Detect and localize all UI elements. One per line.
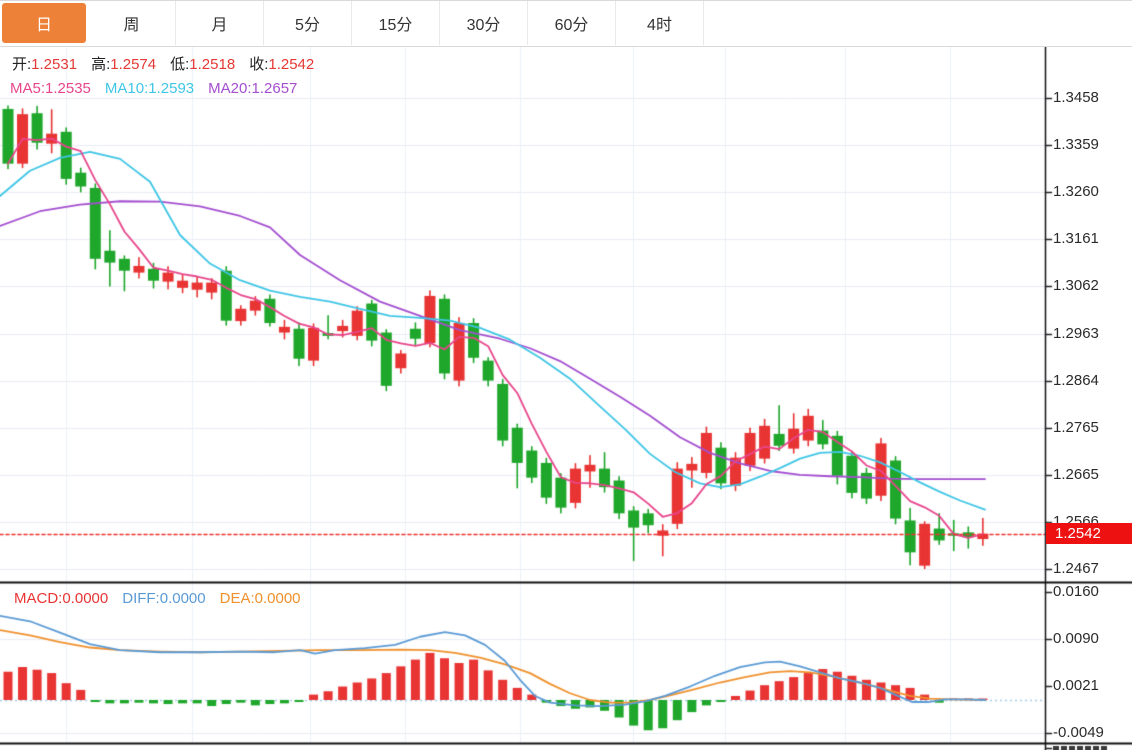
legend-label: 开: (12, 56, 32, 73)
price-tick-label: 1.2665 (1053, 466, 1099, 484)
legend-value: 0.0000 (159, 590, 206, 607)
tab-timeframe-5[interactable]: 15分 (352, 1, 440, 45)
ohlc-readout: 开:1.2531 高:1.2574 低:1.2518 收:1.2542 (12, 53, 328, 74)
price-tick-label: 1.3458 (1053, 89, 1099, 106)
legend-value: 1.2657 (251, 80, 298, 97)
tab-timeframe-7[interactable]: 60分 (528, 1, 616, 45)
tab-label: 月 (211, 17, 228, 34)
legend-value: 1.2518 (189, 56, 236, 73)
tab-timeframe-3[interactable]: 月 (176, 1, 264, 45)
legend-item: 低:1.2518 (170, 56, 235, 73)
macd-tick-label: 0.0021 (1053, 676, 1099, 694)
legend-label: 低: (170, 56, 190, 73)
price-tick-label: 1.2765 (1053, 418, 1099, 436)
macd-tick-label: 0.0090 (1053, 630, 1099, 648)
macd-readout: MACD:0.0000 DIFF:0.0000 DEA:0.0000 (14, 590, 315, 607)
tab-label: 周 (123, 17, 140, 34)
price-tick-label: 1.2963 (1053, 324, 1099, 342)
legend-label: MA10: (104, 80, 149, 97)
legend-label: DEA: (219, 590, 255, 607)
tab-label: 日 (2, 3, 86, 43)
legend-item: 高:1.2574 (91, 56, 156, 73)
legend-label: MACD: (14, 590, 63, 607)
tab-timeframe-2[interactable]: 周 (88, 1, 176, 45)
legend-value: 1.2593 (148, 80, 195, 97)
legend-item: 开:1.2531 (12, 56, 77, 73)
legend-item: MACD:0.0000 (14, 590, 108, 607)
legend-value: 0.0000 (62, 590, 109, 607)
tab-timeframe-1[interactable]: 日 (0, 1, 88, 45)
legend-label: DIFF: (122, 590, 160, 607)
tab-label: 15分 (378, 17, 413, 34)
legend-value: 1.2574 (110, 56, 157, 73)
tab-label: 60分 (554, 17, 589, 34)
legend-value: 1.2542 (268, 56, 315, 73)
macd-tick-label: -0.0049 (1053, 723, 1104, 741)
legend-value: 0.0000 (254, 590, 301, 607)
legend-label: 收: (249, 56, 269, 73)
legend-item: MA10:1.2593 (105, 80, 194, 97)
macd-tick-label: 0.0160 (1053, 583, 1099, 601)
tab-label: 5分 (295, 17, 320, 34)
price-tick-label: 1.3359 (1053, 136, 1099, 154)
price-tick-label: 1.2864 (1053, 371, 1099, 389)
tab-timeframe-4[interactable]: 5分 (264, 1, 352, 45)
timeframe-tabbar: 日 周 月 5分 15分 30分 60分 4时 (0, 1, 1132, 47)
legend-item: MA5:1.2535 (10, 80, 91, 97)
tab-label: 30分 (466, 17, 501, 34)
legend-item: DIFF:0.0000 (122, 590, 205, 607)
ma-readout: MA5:1.2535 MA10:1.2593 MA20:1.2657 (10, 80, 311, 97)
price-tick-label: 1.3062 (1053, 277, 1099, 295)
price-tick-label: 1.3161 (1053, 230, 1099, 248)
price-tick-label: 1.3260 (1053, 183, 1099, 201)
tab-timeframe-8[interactable]: 4时 (616, 1, 704, 45)
price-tick-label: 1.2467 (1053, 560, 1099, 578)
legend-value: 1.2535 (45, 80, 91, 97)
tab-timeframe-6[interactable]: 30分 (440, 1, 528, 45)
tab-label: 4时 (647, 17, 672, 34)
legend-label: 高: (91, 56, 111, 73)
last-price-value: 1.2542 (1055, 525, 1101, 543)
legend-item: 收:1.2542 (249, 56, 314, 73)
legend-label: MA20: (208, 80, 252, 97)
legend-item: DEA:0.0000 (220, 590, 301, 607)
legend-item: MA20:1.2657 (208, 80, 297, 97)
legend-label: MA5: (10, 80, 46, 97)
legend-value: 1.2531 (31, 56, 78, 73)
last-price-badge: 1.2542 (1046, 523, 1132, 545)
